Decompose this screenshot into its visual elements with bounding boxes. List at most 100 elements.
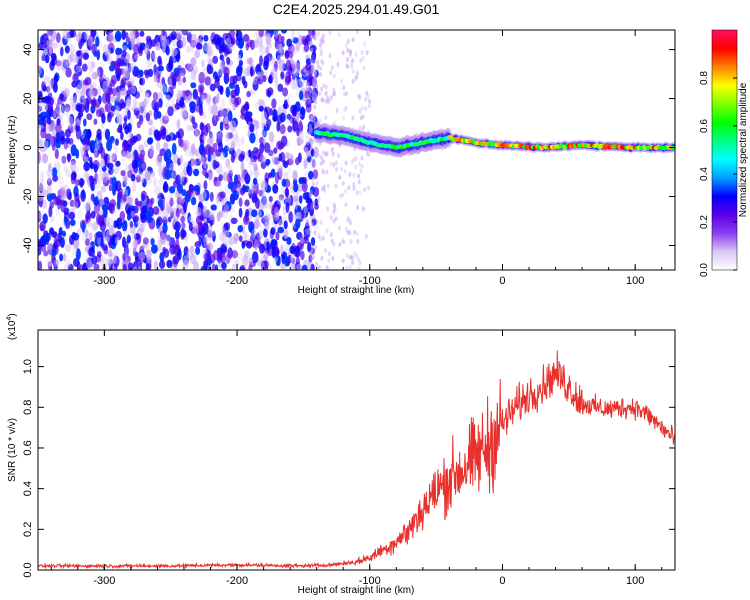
heatmap-cell <box>191 143 196 155</box>
heatmap-cell <box>276 121 281 132</box>
heatmap-y-tick-label: 40 <box>22 43 34 55</box>
heatmap-cell <box>43 250 49 257</box>
heatmap-cell <box>206 65 214 75</box>
heatmap-cell <box>312 169 319 180</box>
heatmap-cell <box>70 144 77 157</box>
heatmap-cell <box>265 46 270 56</box>
heatmap-cell <box>322 159 325 164</box>
heatmap-cell <box>260 111 267 121</box>
heatmap-cell <box>238 207 243 218</box>
heatmap-cell <box>106 257 114 265</box>
heatmap-cell <box>253 218 260 229</box>
heatmap-cell <box>314 99 318 105</box>
heatmap-cell <box>328 30 332 36</box>
heatmap-cell <box>303 43 310 53</box>
snr-x-tick-label: -300 <box>93 575 115 587</box>
heatmap-cell <box>113 263 118 270</box>
heatmap-cell <box>150 197 155 204</box>
heatmap-cell <box>179 155 184 165</box>
heatmap-cell <box>305 81 310 92</box>
heatmap-cell <box>256 71 262 78</box>
heatmap-cell <box>252 177 258 185</box>
heatmap-cell <box>57 96 63 105</box>
heatmap-cell <box>230 153 235 163</box>
heatmap-cell <box>46 85 51 93</box>
heatmap-cell <box>186 124 193 131</box>
heatmap-cell <box>116 217 123 230</box>
heatmap-cell <box>190 159 198 170</box>
heatmap-cell <box>311 158 316 168</box>
heatmap-cell <box>162 216 168 226</box>
heatmap-cell <box>219 251 226 263</box>
heatmap-cell <box>171 151 176 163</box>
heatmap-cell <box>108 167 114 175</box>
heatmap-cell <box>244 101 249 113</box>
heatmap-cell <box>264 221 270 231</box>
heatmap-cell <box>205 123 211 133</box>
heatmap-cell <box>326 183 330 189</box>
heatmap-cell <box>195 215 203 226</box>
heatmap-cell <box>268 74 273 83</box>
heatmap-cell <box>346 253 350 259</box>
heatmap-cell <box>50 136 55 147</box>
heatmap-cell <box>114 105 120 116</box>
heatmap-cell <box>80 132 85 140</box>
heatmap-cell <box>222 171 228 182</box>
heatmap-cell <box>342 115 346 121</box>
heatmap-cell <box>287 125 293 133</box>
heatmap-cell <box>138 50 143 57</box>
heatmap-cell <box>361 206 365 212</box>
heatmap-cell <box>56 58 62 71</box>
heatmap-cell <box>321 33 325 39</box>
heatmap-cell <box>162 208 169 221</box>
heatmap-cell <box>223 66 230 77</box>
heatmap-cell <box>251 251 259 264</box>
heatmap-cell <box>364 106 368 112</box>
heatmap-cell <box>243 230 248 241</box>
heatmap-cell <box>357 93 361 99</box>
heatmap-cell <box>299 130 304 141</box>
heatmap-cell <box>298 177 304 185</box>
heatmap-cell <box>264 142 271 153</box>
heatmap-cell <box>101 243 108 251</box>
heatmap-cell <box>122 49 127 58</box>
heatmap-cell <box>310 237 316 246</box>
heatmap-cell <box>260 130 267 137</box>
heatmap-cell <box>261 192 266 200</box>
heatmap-cell <box>189 184 195 194</box>
heatmap-cell <box>52 109 57 118</box>
heatmap-cell <box>272 109 278 119</box>
heatmap-cell <box>62 253 67 262</box>
heatmap-cell <box>251 228 256 241</box>
heatmap-cell <box>155 41 161 51</box>
heatmap-cell <box>72 73 79 83</box>
colorbar-ticks: 0.0 0.2 0.4 0.6 0.8 <box>699 71 737 277</box>
heatmap-cell <box>332 242 336 247</box>
heatmap-cell <box>361 114 365 120</box>
heatmap-cell <box>133 43 140 55</box>
heatmap-cell <box>351 260 355 266</box>
heatmap-cell <box>234 97 240 108</box>
heatmap-cell <box>228 43 235 52</box>
heatmap-cell <box>41 102 49 113</box>
heatmap-cell <box>132 260 139 270</box>
heatmap-cell <box>88 68 94 79</box>
heatmap-cell <box>102 203 109 212</box>
heatmap-cell <box>223 150 228 158</box>
heatmap-cell <box>357 266 361 270</box>
heatmap-cell <box>93 147 98 159</box>
heatmap-cell <box>299 107 306 116</box>
heatmap-cell <box>121 106 128 118</box>
heatmap-cell <box>87 61 94 71</box>
snr-panel: -300 -200 -100 0 100 0.0 0.2 0.4 0.6 0.8 1.0 Heig… <box>6 313 676 596</box>
heatmap-cell <box>292 170 298 181</box>
heatmap-cell <box>203 162 209 169</box>
heatmap-cell <box>88 246 95 257</box>
heatmap-cell <box>203 235 208 247</box>
heatmap-cell <box>244 234 250 241</box>
heatmap-cell <box>139 223 145 233</box>
heatmap-cell <box>223 116 229 125</box>
heatmap-cell <box>362 65 366 71</box>
heatmap-cell <box>124 32 129 39</box>
heatmap-cell <box>305 63 312 71</box>
